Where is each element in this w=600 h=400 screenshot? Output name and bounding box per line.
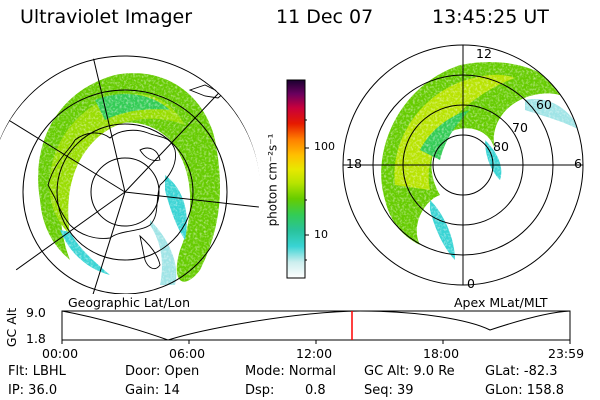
geographic-caption: Geographic Lat/Lon bbox=[68, 295, 190, 310]
glat-info: GLat: -82.3 bbox=[485, 364, 558, 379]
magnetic-caption: Apex MLat/MLT bbox=[454, 295, 548, 310]
colorbar-scale bbox=[286, 79, 306, 279]
glon-info: GLon: 158.8 bbox=[485, 383, 565, 398]
mlat-label-60: 60 bbox=[536, 97, 552, 112]
mlt-label-0: 0 bbox=[467, 276, 475, 291]
altitude-xtick-1: 06:00 bbox=[169, 346, 206, 361]
latitude-grid bbox=[0, 55, 260, 294]
gc-alt-info: GC Alt: 9.0 Re bbox=[364, 364, 455, 379]
mode-info: Mode: Normal bbox=[245, 364, 336, 379]
altitude-plot-frame bbox=[61, 310, 571, 341]
instrument-title: Ultraviolet Imager bbox=[20, 6, 193, 28]
colorbar-tick-100: 100 bbox=[314, 140, 335, 153]
time-label: 13:45:25 UT bbox=[432, 6, 549, 28]
mlt-label-6: 6 bbox=[574, 156, 582, 171]
mlt-label-18: 18 bbox=[346, 156, 362, 171]
colorbar-tick-10: 10 bbox=[314, 228, 328, 241]
altitude-xtick-3: 18:00 bbox=[423, 346, 460, 361]
altitude-xtick-0: 00:00 bbox=[42, 346, 79, 361]
door-info: Door: Open bbox=[125, 364, 200, 379]
geographic-map bbox=[0, 55, 260, 294]
altitude-xtick-4: 23:59 bbox=[548, 346, 585, 361]
dsp-value: 0.8 bbox=[305, 383, 326, 398]
magnetic-map bbox=[342, 44, 584, 286]
mlt-grid bbox=[343, 45, 583, 285]
ip-info: IP: 36.0 bbox=[8, 383, 58, 398]
colorbar bbox=[286, 79, 309, 279]
altitude-plot bbox=[61, 310, 571, 344]
seq-info: Seq: 39 bbox=[364, 383, 414, 398]
altitude-ytick-bottom: 1.8 bbox=[26, 331, 46, 346]
mlat-label-80: 80 bbox=[493, 139, 509, 154]
longitude-grid bbox=[0, 55, 260, 294]
date-label: 11 Dec 07 bbox=[276, 6, 374, 28]
altitude-ylabel: GC Alt bbox=[4, 307, 20, 348]
filter-info: Flt: LBHL bbox=[8, 364, 66, 379]
aurora-emission-left bbox=[0, 55, 260, 294]
gain-info: Gain: 14 bbox=[125, 383, 180, 398]
mlt-label-12: 12 bbox=[476, 46, 492, 61]
colorbar-unit-label: photon cm⁻²s⁻¹ bbox=[265, 133, 280, 227]
dsp-label: Dsp: bbox=[245, 383, 275, 398]
altitude-ytick-top: 9.0 bbox=[26, 305, 46, 320]
altitude-xtick-2: 12:00 bbox=[296, 346, 333, 361]
altitude-curve bbox=[61, 310, 571, 341]
mlat-label-70: 70 bbox=[512, 120, 528, 135]
